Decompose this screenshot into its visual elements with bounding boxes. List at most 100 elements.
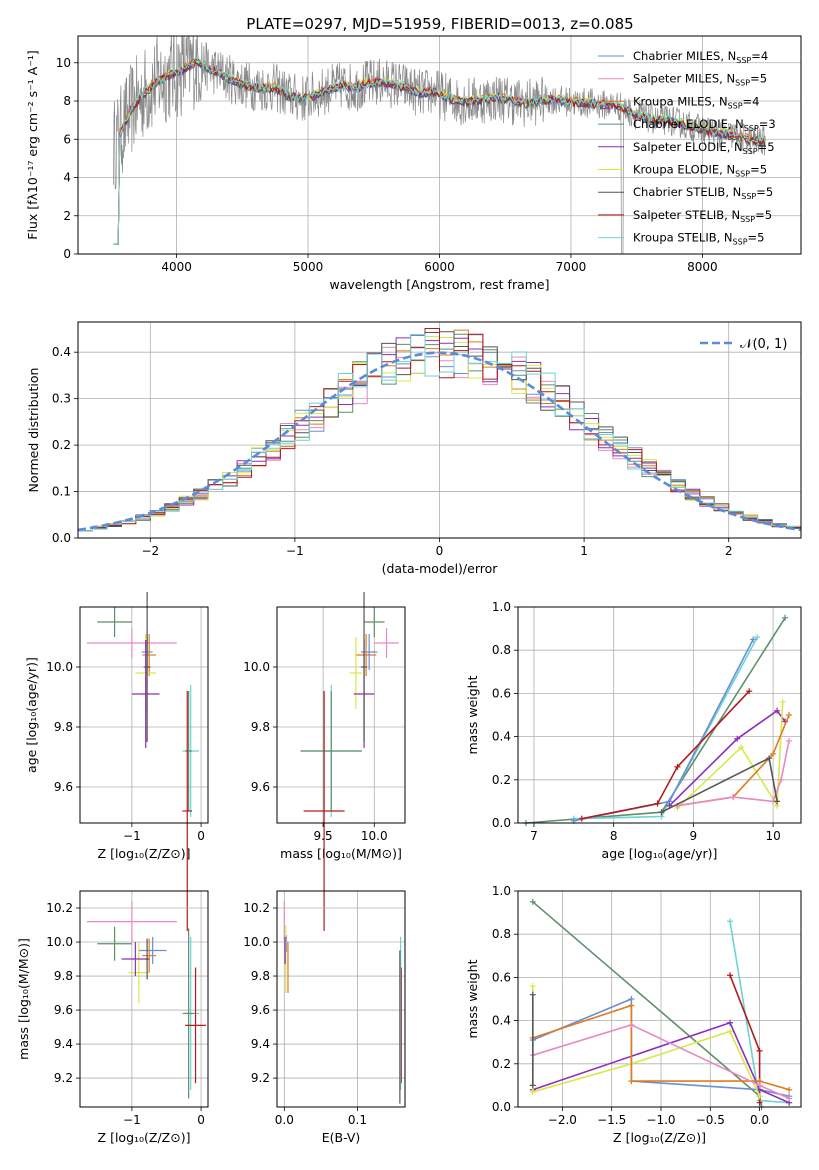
y-tick-label: 0.4 — [492, 730, 511, 744]
legend-entry: Salpeter ELODIE, NSSP=5 — [633, 140, 775, 156]
weight-point — [529, 1082, 536, 1089]
x-tick-label: 9.5 — [314, 829, 333, 843]
x-tick-label: 9 — [690, 829, 698, 843]
x-axis-label: Z [log₁₀(Z/Z⊙)] — [98, 846, 191, 861]
figure-title: PLATE=0297, MJD=51959, FIBERID=0013, z=0… — [246, 15, 633, 33]
y-tick-label: 9.6 — [251, 1003, 270, 1017]
weight-vs-z-panel: −2.0 −1.5 −1.0 −0.5 0.0 0.0 0.2 0.4 0.6 0.8 1.0 Z [… — [465, 884, 802, 1145]
legend-entry: Chabrier STELIB, NSSP=5 — [633, 185, 773, 201]
weight-point — [786, 737, 793, 744]
x-tick-label: −1 — [123, 1113, 141, 1127]
weight-point — [529, 898, 536, 905]
y-tick-label: 0.2 — [492, 773, 511, 787]
weight-point — [756, 1047, 763, 1054]
weight-line — [525, 617, 786, 824]
x-tick-label: 10.0 — [361, 829, 388, 843]
mass-vs-ebv-panel: 0.0 0.1 9.2 9.4 9.6 9.8 10.0 10.2 E(B-V) — [243, 890, 406, 1145]
weight-point — [658, 809, 665, 816]
x-axis-label: age [log₁₀(age/yr)] — [602, 846, 718, 861]
axes-frame — [77, 321, 802, 539]
x-tick-label: −0.5 — [696, 1113, 725, 1127]
y-tick-label: 0.2 — [52, 438, 71, 452]
y-tick-label: 9.4 — [251, 1037, 270, 1051]
y-tick-label: 10 — [56, 56, 71, 70]
spectrum-plot-area — [113, 36, 766, 254]
x-axis-label: Z [log₁₀(Z/Z⊙)] — [98, 1130, 191, 1145]
x-axis-label: Z [log₁₀(Z/Z⊙)] — [613, 1130, 706, 1145]
y-axis-label: mass [log₁₀(M/M⊙)] — [16, 938, 31, 1060]
y-tick-label: 1.0 — [492, 600, 511, 614]
y-tick-label: 10.2 — [243, 901, 270, 915]
y-tick-label: 10.0 — [46, 660, 73, 674]
y-tick-label: 0.8 — [492, 643, 511, 657]
weight-point — [628, 1002, 635, 1009]
weight-line — [581, 690, 750, 820]
weight-point — [628, 1078, 635, 1085]
y-tick-label: 0.6 — [492, 686, 511, 700]
x-tick-label: −1.5 — [597, 1113, 626, 1127]
x-tick-label: −1.0 — [646, 1113, 675, 1127]
y-tick-label: 0.0 — [492, 1100, 511, 1114]
weight-point — [766, 755, 773, 762]
weight-point — [754, 634, 761, 641]
weight-line — [668, 709, 786, 807]
weight-line — [676, 701, 784, 809]
x-tick-label: −2 — [141, 544, 159, 558]
weight-point — [786, 712, 793, 718]
weight-point — [786, 1086, 793, 1093]
weight-line — [532, 986, 761, 1097]
y-tick-label: 9.8 — [54, 720, 73, 734]
weight-line — [573, 636, 758, 820]
y-tick-label: 6 — [63, 132, 71, 146]
x-tick-label: 0.0 — [275, 1113, 294, 1127]
weight-point — [654, 800, 661, 807]
x-tick-label: −1 — [123, 829, 141, 843]
x-axis-label: mass [log₁₀(M/M⊙)] — [280, 846, 402, 861]
axes-frame — [77, 35, 802, 255]
y-tick-label: 0.1 — [52, 485, 71, 499]
y-tick-label: 10.0 — [243, 660, 270, 674]
weight-point — [529, 991, 536, 998]
x-axis-label: (data-model)/error — [382, 561, 499, 576]
axes-frame — [79, 606, 209, 824]
axes-frame — [79, 890, 209, 1108]
weight-line — [532, 1024, 790, 1100]
weight-point — [727, 1028, 734, 1035]
weight-point — [674, 763, 681, 770]
y-tick-label: 10.2 — [46, 901, 73, 915]
x-tick-label: 7000 — [556, 260, 587, 274]
x-tick-label: 6000 — [424, 260, 455, 274]
axes-frame — [276, 606, 406, 824]
axes-frame — [517, 606, 802, 824]
y-tick-label: 0.2 — [492, 1057, 511, 1071]
x-tick-label: 0 — [436, 544, 444, 558]
spectrum-legend: Chabrier MILES, NSSP=4 Salpeter MILES, NS… — [598, 49, 776, 247]
weight-line — [532, 901, 763, 1108]
weight-point — [628, 996, 635, 1002]
legend-entry: Chabrier MILES, NSSP=4 — [633, 49, 768, 65]
x-tick-label: 0 — [197, 1113, 205, 1127]
x-tick-label: −2.0 — [548, 1113, 577, 1127]
legend-entry: Salpeter MILES, NSSP=5 — [633, 72, 767, 88]
y-tick-label: 8 — [63, 94, 71, 108]
y-tick-label: 0.8 — [492, 927, 511, 941]
y-axis-label: mass weight — [465, 675, 480, 754]
weight-point — [727, 1019, 734, 1026]
y-tick-label: 9.6 — [54, 1003, 73, 1017]
x-tick-label: 0 — [197, 829, 205, 843]
x-tick-label: 0.1 — [348, 1113, 367, 1127]
axes-frame — [517, 890, 802, 1108]
weight-point — [756, 1093, 763, 1100]
weight-point — [628, 1021, 635, 1028]
y-axis-label: age [log₁₀(age/yr)] — [24, 657, 39, 773]
model-spectrum — [113, 57, 766, 245]
weight-vs-age-panel: 7 8 9 10 0.0 0.2 0.4 0.6 0.8 1.0 age [log₁₀(age/yr… — [465, 600, 802, 861]
x-axis-label: wavelength [Angstrom, rest frame] — [329, 277, 549, 292]
age-vs-z-panel: −1 0 9.6 9.8 10.0 Z [log₁₀(Z/Z⊙)] age [log₁₀(a… — [24, 592, 209, 931]
spectrum-panel: 4000 5000 6000 7000 8000 0 2 4 6 8 10 wavelength [A… — [25, 35, 802, 292]
x-tick-label: 0.0 — [750, 1113, 769, 1127]
legend-entry: Chabrier ELODIE, NSSP=3 — [633, 117, 776, 133]
y-tick-label: 9.2 — [251, 1071, 270, 1085]
mass-vs-z-panel: −1 0 9.2 9.4 9.6 9.8 10.0 10.2 Z [log₁₀(Z/Z⊙)] ma… — [16, 890, 209, 1145]
